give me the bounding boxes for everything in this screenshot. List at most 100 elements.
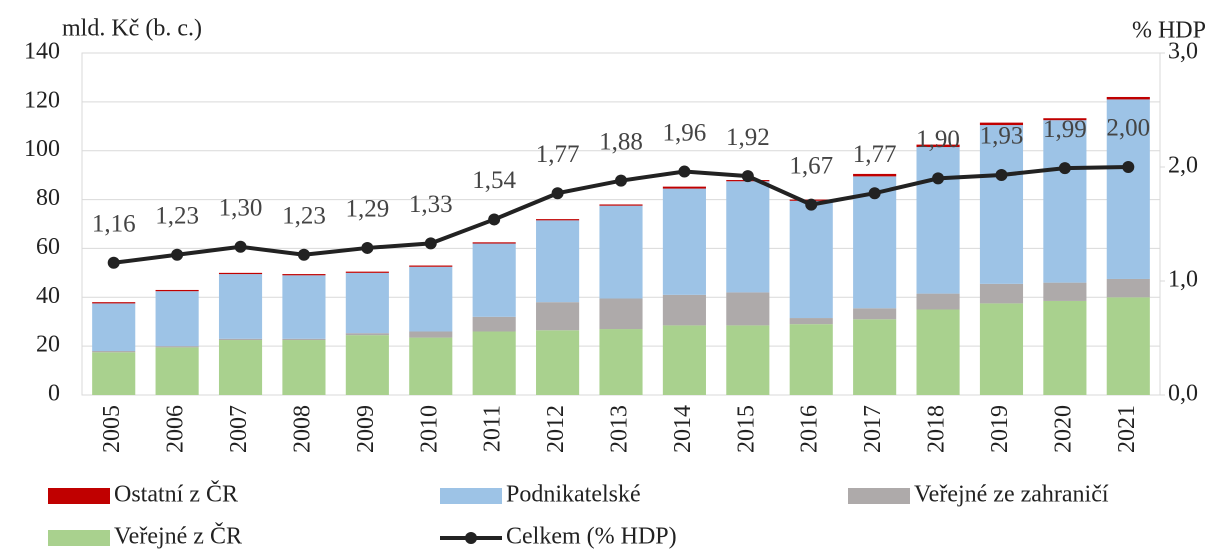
bar-segment <box>789 318 833 325</box>
line-marker <box>551 187 564 200</box>
bar-segment <box>345 335 389 395</box>
data-label: 1,33 <box>409 191 453 218</box>
bar-segment <box>536 220 580 303</box>
bar-segment <box>345 271 389 273</box>
bar-segment <box>345 272 389 334</box>
line-marker <box>107 256 120 269</box>
data-label: 1,93 <box>980 123 1024 150</box>
x-tick-label: 2014 <box>670 405 696 453</box>
y-tick-label: 40 <box>36 283 60 309</box>
x-tick-label: 2007 <box>226 405 252 453</box>
legend-marker <box>465 532 477 544</box>
data-label: 1,16 <box>92 210 136 237</box>
bar-segment <box>979 125 1024 284</box>
x-tick-label: 2021 <box>1114 405 1140 453</box>
bar-segment <box>662 294 706 326</box>
x-tick-label: 2006 <box>163 405 189 453</box>
bar-segment <box>1106 96 1150 100</box>
line-marker <box>171 248 184 261</box>
bar-segment <box>155 347 199 395</box>
bar-segment <box>599 204 643 206</box>
y-tick-label: 100 <box>24 136 60 162</box>
y-tick-label: 120 <box>24 87 60 113</box>
bar-segment <box>92 352 136 395</box>
line-marker <box>488 213 501 226</box>
bar-segment <box>345 333 389 336</box>
bar-segment <box>155 346 199 348</box>
bar-segment <box>662 188 706 295</box>
bar-segment <box>409 265 453 267</box>
y2-axis-title: % HDP <box>1132 18 1206 44</box>
x-tick-label: 2011 <box>480 405 506 452</box>
bar-segment <box>282 340 326 395</box>
bar-segment <box>1106 99 1150 279</box>
bar-segment <box>662 186 706 189</box>
y-tick-label: 80 <box>36 185 60 211</box>
legend-label: Podnikatelské <box>506 482 641 508</box>
bar-segment <box>1043 282 1087 301</box>
line-marker <box>297 248 310 261</box>
bar-segment <box>472 316 516 332</box>
bar-segment <box>92 351 136 353</box>
legend-swatch <box>48 488 110 504</box>
x-tick-label: 2020 <box>1050 405 1076 453</box>
bar-segment <box>789 200 833 319</box>
data-label: 1,67 <box>789 152 833 179</box>
y-tick-label: 20 <box>36 332 60 358</box>
x-tick-label: 2012 <box>543 405 569 453</box>
bar-segment <box>979 303 1024 395</box>
bar-segment <box>409 266 453 332</box>
legend-label: Celkem (% HDP) <box>506 524 677 550</box>
x-tick-label: 2017 <box>860 405 886 453</box>
bar-segment <box>155 289 199 292</box>
bar-segment <box>472 331 516 395</box>
x-tick-label: 2013 <box>607 405 633 453</box>
x-tick-label: 2019 <box>987 405 1013 453</box>
data-label: 1,96 <box>663 119 707 146</box>
bar-segment <box>218 338 263 341</box>
line-marker <box>361 241 374 254</box>
bar-segment <box>979 122 1024 126</box>
y-tick-label: 0 <box>48 381 60 407</box>
y2-tick-label: 3,0 <box>1168 39 1198 65</box>
line-marker <box>741 170 754 183</box>
data-label: 1,92 <box>726 124 770 151</box>
bar-segment <box>662 325 706 395</box>
bar-segment <box>409 331 453 338</box>
x-tick-label: 2018 <box>924 405 950 453</box>
y-tick-label: 140 <box>24 39 60 65</box>
data-label: 1,23 <box>282 203 326 230</box>
legend-label: Veřejné ze zahraničí <box>914 482 1109 508</box>
x-tick-label: 2009 <box>353 405 379 453</box>
bar-segment <box>409 337 453 395</box>
bar-segment <box>1043 300 1087 395</box>
x-tick-label: 2010 <box>416 405 442 453</box>
bar-segment <box>916 144 960 148</box>
line-marker <box>1122 161 1135 173</box>
data-label: 1,54 <box>472 167 516 194</box>
line-marker <box>424 237 437 250</box>
y-tick-label: 60 <box>36 234 60 260</box>
bar-segment <box>726 181 770 293</box>
bar-segment <box>282 274 326 276</box>
bar-segment <box>853 308 897 320</box>
data-label: 1,30 <box>219 195 263 222</box>
bar-segment <box>599 329 643 395</box>
y2-tick-label: 1,0 <box>1168 267 1198 293</box>
legend-label: Ostatní z ČR <box>114 481 238 508</box>
line-marker <box>995 168 1008 181</box>
bar-segment <box>92 303 136 352</box>
bar-segment <box>92 302 136 304</box>
bar-segment <box>282 275 326 339</box>
bar-segment <box>916 293 960 310</box>
line-marker <box>678 165 691 178</box>
bar-segment <box>218 272 263 275</box>
bar-segment <box>599 298 643 330</box>
y2-tick-label: 0,0 <box>1168 381 1198 407</box>
bar-segment <box>218 274 263 339</box>
bar-segment <box>155 291 199 347</box>
data-label: 1,77 <box>536 141 580 168</box>
x-tick-label: 2015 <box>733 405 759 453</box>
legend-label: Veřejné z ČR <box>114 523 242 550</box>
